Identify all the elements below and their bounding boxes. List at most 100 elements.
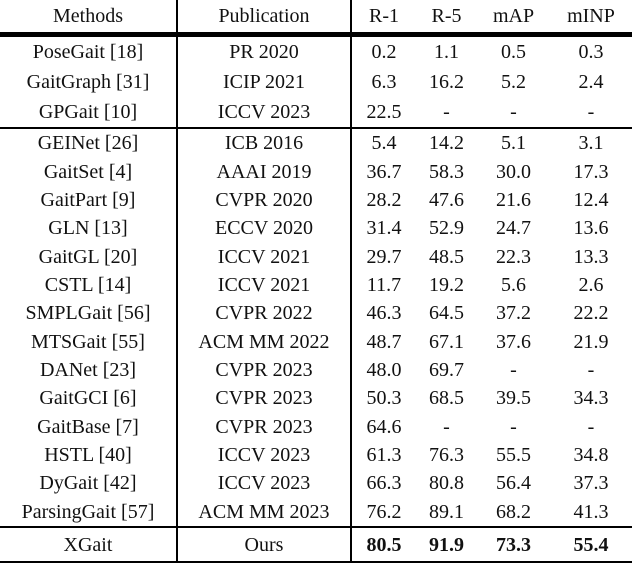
method-cell: DyGait [42] (0, 469, 178, 498)
method-cell: SMPLGait [56] (0, 299, 178, 328)
table-section-sparse-methods: PoseGait [18] PR 2020 0.2 1.1 0.5 0.3 GaitGrap… (0, 37, 632, 127)
metric-cell-map: - (510, 359, 517, 382)
method-cell: GaitPart [9] (0, 185, 178, 215)
publication-cell: ICIP 2021 (178, 67, 352, 97)
metric-cell-r5: 14.2 (429, 132, 464, 155)
table-row: CSTL [14] ICCV 2021 11.7 19.2 5.6 2.6 (0, 270, 632, 300)
metric-cell-minp: 2.6 (578, 273, 604, 296)
metric-cell-r5: 67.1 (429, 330, 464, 353)
publication-cell: ICCV 2023 (178, 440, 352, 470)
publication-cell: PR 2020 (178, 37, 352, 67)
metric-cell-r5: 80.8 (429, 472, 464, 495)
metric-cell-map: 0.5 (501, 41, 526, 63)
metric-cell-minp: 34.8 (573, 444, 609, 467)
metric-cell-r5: 47.6 (429, 188, 464, 211)
metric-cell-map: 5.2 (501, 71, 526, 93)
publication-cell: CVPR 2023 (178, 384, 352, 413)
table-row: GaitBase [7] CVPR 2023 64.6 - - - (0, 412, 632, 441)
method-cell: GPGait [10] (0, 97, 178, 127)
column-header-minp: mINP (567, 5, 615, 27)
method-cell: GaitGCI [6] (0, 384, 178, 413)
metric-cell-r5: 16.2 (429, 71, 464, 93)
publication-cell: ICCV 2023 (178, 469, 352, 498)
metric-cell-r5: 58.3 (429, 160, 464, 183)
table-row: DANet [23] CVPR 2023 48.0 69.7 - - (0, 355, 632, 385)
table-row: GaitGraph [31] ICIP 2021 6.3 16.2 5.2 2.4 (0, 67, 632, 97)
table-row: GPGait [10] ICCV 2023 22.5 - - - (0, 97, 632, 127)
metric-cell-r5: 89.1 (429, 500, 464, 523)
column-header-r5: R-5 (431, 5, 462, 27)
metric-cell-minp: 22.2 (573, 302, 609, 325)
metric-cell-minp: 37.3 (573, 472, 609, 495)
metric-cell-map: 21.6 (496, 188, 531, 211)
metric-cell-r5: 48.5 (429, 245, 464, 268)
bottom-padding (0, 563, 632, 568)
publication-cell: CVPR 2023 (178, 355, 352, 385)
table-row: DyGait [42] ICCV 2023 66.3 80.8 56.4 37.3 (0, 469, 632, 498)
publication-cell: ICB 2016 (178, 129, 352, 158)
metric-cell-r1: 76.2 (366, 500, 402, 523)
metric-cell-map: 24.7 (496, 217, 531, 240)
metric-cell-r1: 0.2 (371, 41, 397, 63)
publication-cell: AAAI 2019 (178, 157, 352, 186)
table-row: PoseGait [18] PR 2020 0.2 1.1 0.5 0.3 (0, 37, 632, 67)
metric-cell-minp: 41.3 (573, 500, 609, 523)
method-cell: GaitSet [4] (0, 157, 178, 186)
metric-cell-minp: 34.3 (573, 387, 609, 410)
metric-cell-minp: 3.1 (578, 132, 604, 155)
metric-cell-r1: 36.7 (366, 160, 402, 183)
metric-cell-r5: 1.1 (434, 41, 459, 63)
metric-cell-r5: 69.7 (429, 359, 464, 382)
metric-cell-map: 37.2 (496, 302, 531, 325)
table-row: GaitSet [4] AAAI 2019 36.7 58.3 30.0 17.3 (0, 157, 632, 186)
method-cell: GaitBase [7] (0, 412, 178, 441)
method-cell: PoseGait [18] (0, 37, 178, 67)
publication-cell: ECCV 2020 (178, 214, 352, 243)
method-cell: GaitGL [20] (0, 242, 178, 271)
metric-cell-r1: 22.5 (366, 101, 402, 123)
publication-cell: ICCV 2021 (178, 270, 352, 300)
table-row: XGait Ours 80.5 91.9 73.3 55.4 (0, 528, 609, 561)
publication-cell: Ours (178, 528, 352, 561)
metric-cell-r5: - (443, 415, 450, 438)
method-cell: XGait (0, 528, 178, 561)
method-cell: CSTL [14] (0, 270, 178, 300)
table-row: MTSGait [55] ACM MM 2022 48.7 67.1 37.6 21.9 (0, 327, 632, 356)
metric-cell-r1: 61.3 (366, 444, 402, 467)
table-row: GLN [13] ECCV 2020 31.4 52.9 24.7 13.6 (0, 214, 632, 243)
column-header-r1: R-1 (369, 5, 399, 27)
metric-cell-r5: 64.5 (429, 302, 464, 325)
metric-cell-map: 5.1 (501, 132, 526, 155)
metric-cell-r1: 66.3 (366, 472, 402, 495)
metric-cell-r1: 29.7 (366, 245, 402, 268)
metric-cell-map: 5.6 (501, 273, 526, 296)
table-section-main-methods: GEINet [26] ICB 2016 5.4 14.2 5.1 3.1 GaitSet … (0, 129, 632, 527)
publication-cell: CVPR 2020 (178, 185, 352, 215)
metric-cell-r1: 5.4 (371, 132, 397, 155)
metric-cell-r5: 19.2 (429, 273, 464, 296)
metric-cell-r1: 50.3 (366, 387, 402, 410)
metric-cell-r5: 91.9 (429, 533, 464, 556)
metric-cell-map: - (510, 101, 517, 123)
table-row: GaitGL [20] ICCV 2021 29.7 48.5 22.3 13.3 (0, 242, 632, 271)
metric-cell-minp: - (587, 359, 595, 382)
table-final-row: XGait Ours 80.5 91.9 73.3 55.4 (0, 528, 632, 561)
metric-cell-minp: 13.6 (573, 217, 609, 240)
metric-cell-minp: 0.3 (578, 41, 604, 63)
publication-cell: ICCV 2023 (178, 97, 352, 127)
method-cell: GaitGraph [31] (0, 67, 178, 97)
publication-cell: CVPR 2022 (178, 299, 352, 328)
metric-cell-minp: 17.3 (573, 160, 609, 183)
table-row: GaitPart [9] CVPR 2020 28.2 47.6 21.6 12.4 (0, 185, 632, 215)
table-header-row: Methods Publication R-1 R-5 mAP mINP (0, 0, 632, 32)
metric-cell-map: 73.3 (496, 533, 531, 556)
table-row: GEINet [26] ICB 2016 5.4 14.2 5.1 3.1 (0, 129, 632, 158)
method-cell: ParsingGait [57] (0, 497, 178, 527)
metric-cell-r5: 52.9 (429, 217, 464, 240)
metric-cell-map: 39.5 (496, 387, 531, 410)
metric-cell-r1: 6.3 (371, 71, 397, 93)
method-cell: MTSGait [55] (0, 327, 178, 356)
method-cell: HSTL [40] (0, 440, 178, 470)
metric-cell-r5: 76.3 (429, 444, 464, 467)
